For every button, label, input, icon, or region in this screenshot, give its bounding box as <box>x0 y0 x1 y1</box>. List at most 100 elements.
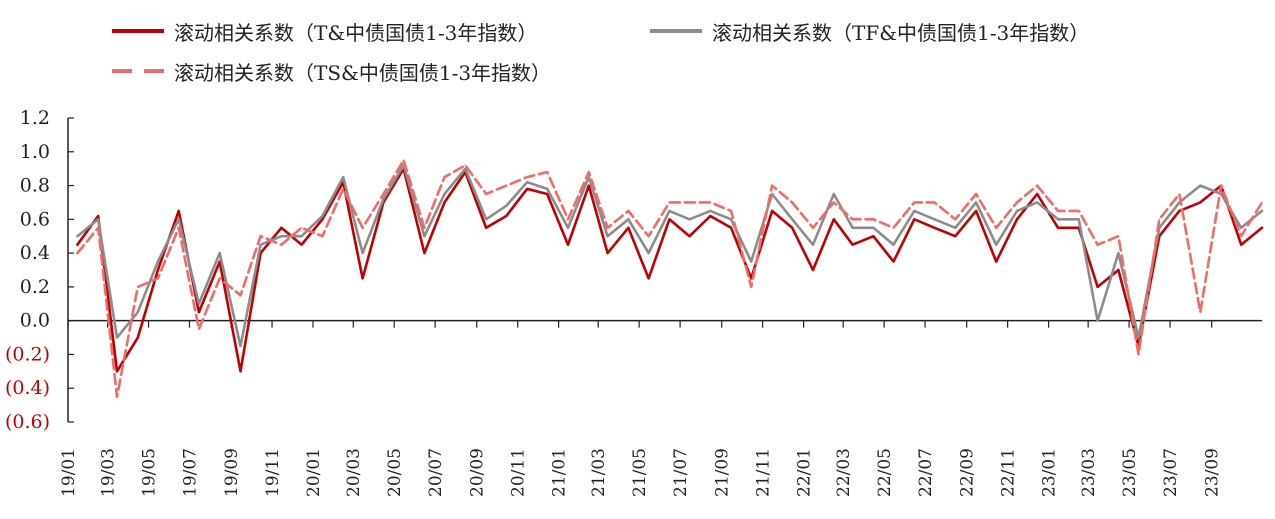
data-point <box>668 218 671 221</box>
x-tick-label: 23/01 <box>1040 448 1060 497</box>
data-point <box>280 243 283 246</box>
data-point <box>443 176 446 178</box>
data-point <box>975 193 977 195</box>
data-point <box>851 243 854 246</box>
data-point <box>76 243 79 246</box>
data-point <box>300 243 303 246</box>
data-point <box>157 260 159 263</box>
data-point <box>218 260 221 263</box>
x-tick-label: 19/07 <box>180 448 200 497</box>
data-point <box>688 201 691 204</box>
x-tick-label: 23/03 <box>1079 448 1099 497</box>
data-point <box>361 252 364 254</box>
x-tick-label: 20/11 <box>509 448 529 497</box>
y-axis: 1.2 1.0 0.8 0.6 0.4 0.2 0.0 (0.2) (0.4) (0.6) <box>5 107 74 433</box>
data-point <box>526 176 528 178</box>
data-point <box>913 201 916 204</box>
data-point <box>791 201 793 204</box>
data-point <box>198 311 200 314</box>
data-point <box>833 193 835 195</box>
x-tick-label: 22/07 <box>916 448 936 497</box>
x-tick-label: 20/09 <box>468 448 488 497</box>
data-point <box>1057 218 1059 221</box>
data-point <box>1220 184 1222 187</box>
y-tick-label: 0.6 <box>20 208 50 230</box>
data-point <box>709 201 712 204</box>
data-point <box>1261 201 1263 204</box>
data-point <box>851 218 854 221</box>
data-point <box>872 227 875 229</box>
data-point <box>750 286 752 288</box>
data-point <box>97 215 99 217</box>
data-point <box>771 210 773 212</box>
data-point <box>443 193 446 195</box>
data-point <box>709 215 712 217</box>
y-tick-label: 0.4 <box>20 242 50 264</box>
data-point <box>995 260 997 263</box>
data-point <box>116 395 118 398</box>
data-point <box>1178 193 1181 195</box>
x-tick-label: 21/09 <box>713 448 733 497</box>
data-point <box>321 235 324 237</box>
data-point <box>851 227 854 229</box>
data-point <box>606 252 609 254</box>
data-point <box>76 252 79 254</box>
data-point <box>423 235 426 237</box>
y-tick-label: 1.0 <box>20 141 50 163</box>
data-point <box>259 235 262 237</box>
data-point <box>647 277 650 280</box>
data-point <box>1096 319 1099 322</box>
data-point <box>239 294 242 297</box>
data-point <box>1078 210 1080 212</box>
data-point <box>567 243 569 246</box>
legend-label-tf: 滚动相关系数（TF&中债国债1-3年指数） <box>712 20 1090 45</box>
y-tick-label: (0.6) <box>5 411 50 433</box>
x-tick-label: 19/03 <box>99 448 119 497</box>
x-tick-label: 23/05 <box>1120 448 1140 497</box>
data-point <box>812 269 814 271</box>
data-point <box>975 210 977 212</box>
y-tick-label: (0.2) <box>5 343 50 365</box>
data-point <box>1036 193 1038 195</box>
data-point <box>485 227 487 229</box>
data-point <box>239 370 242 373</box>
data-point <box>1057 227 1059 229</box>
legend-item-ts: 滚动相关系数（TS&中债国债1-3年指数） <box>112 56 551 86</box>
data-point <box>464 167 467 170</box>
data-point <box>1016 210 1018 212</box>
data-point <box>76 235 79 237</box>
x-tick-label: 20/07 <box>426 448 446 497</box>
data-point <box>157 277 159 280</box>
data-point <box>157 269 159 271</box>
x-tick-label: 22/03 <box>834 448 854 497</box>
data-point <box>526 181 528 183</box>
data-point <box>954 218 957 221</box>
data-point <box>1261 227 1263 229</box>
data-point <box>567 227 569 229</box>
x-tick-label: 23/09 <box>1203 448 1223 497</box>
legend-item-t: 滚动相关系数（T&中债国债1-3年指数） <box>112 16 537 46</box>
data-point <box>892 260 895 263</box>
data-point <box>505 215 508 217</box>
data-point <box>933 201 936 204</box>
data-point <box>1137 353 1140 356</box>
data-point <box>137 286 139 288</box>
data-point <box>588 171 590 173</box>
x-tick-label: 19/01 <box>59 448 79 497</box>
data-point <box>833 201 835 204</box>
x-tick-label: 20/05 <box>385 448 405 497</box>
data-point <box>1096 243 1099 246</box>
data-point <box>505 205 508 207</box>
x-axis: 19/01 19/03 19/05 19/07 19/09 19/11 20/01 20/03… <box>59 319 1262 497</box>
data-point <box>464 164 467 167</box>
data-point <box>668 201 671 204</box>
data-point <box>1117 269 1120 271</box>
data-point <box>812 243 814 246</box>
data-point <box>1117 235 1120 237</box>
x-tick-label: 21/01 <box>550 448 570 497</box>
data-point <box>709 210 712 212</box>
legend-swatch-ts <box>112 69 164 73</box>
data-point <box>791 218 793 221</box>
data-point <box>1096 286 1099 288</box>
